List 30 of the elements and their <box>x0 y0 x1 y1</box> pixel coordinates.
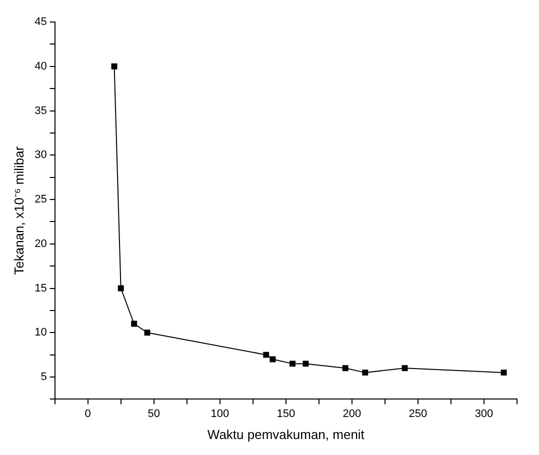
y-tick-label: 15 <box>34 282 47 294</box>
y-tick-label: 35 <box>34 104 47 117</box>
y-tick-label: 20 <box>34 238 47 250</box>
point <box>302 360 309 367</box>
point <box>131 320 138 327</box>
y-tick-label: 5 <box>40 371 47 384</box>
point <box>270 356 276 362</box>
point <box>402 365 408 372</box>
y-tick-label: 40 <box>34 60 47 72</box>
x-tick-label: 50 <box>148 408 160 420</box>
x-tick-label: 0 <box>84 408 91 420</box>
x-tick-label: 150 <box>276 408 296 420</box>
y-tick-label: 25 <box>34 194 47 206</box>
y-tick-label: 30 <box>34 149 47 162</box>
point <box>362 370 368 376</box>
y-axis-title: Tekanan, x10⁻⁶ milibar <box>11 146 26 275</box>
point <box>290 360 296 367</box>
point <box>118 285 124 292</box>
x-axis-title: Waktu pemvakuman, menit <box>207 426 365 442</box>
y-tick-label: 10 <box>34 326 47 339</box>
x-tick-label: 250 <box>408 408 428 420</box>
y-tick-label: 45 <box>34 16 47 28</box>
x-tick-label: 100 <box>210 408 230 420</box>
x-tick-label: 200 <box>342 408 362 420</box>
point <box>263 352 270 358</box>
x-tick-label: 300 <box>474 408 494 420</box>
point <box>342 365 348 372</box>
point <box>111 63 118 70</box>
point <box>144 330 150 336</box>
point <box>500 370 507 376</box>
